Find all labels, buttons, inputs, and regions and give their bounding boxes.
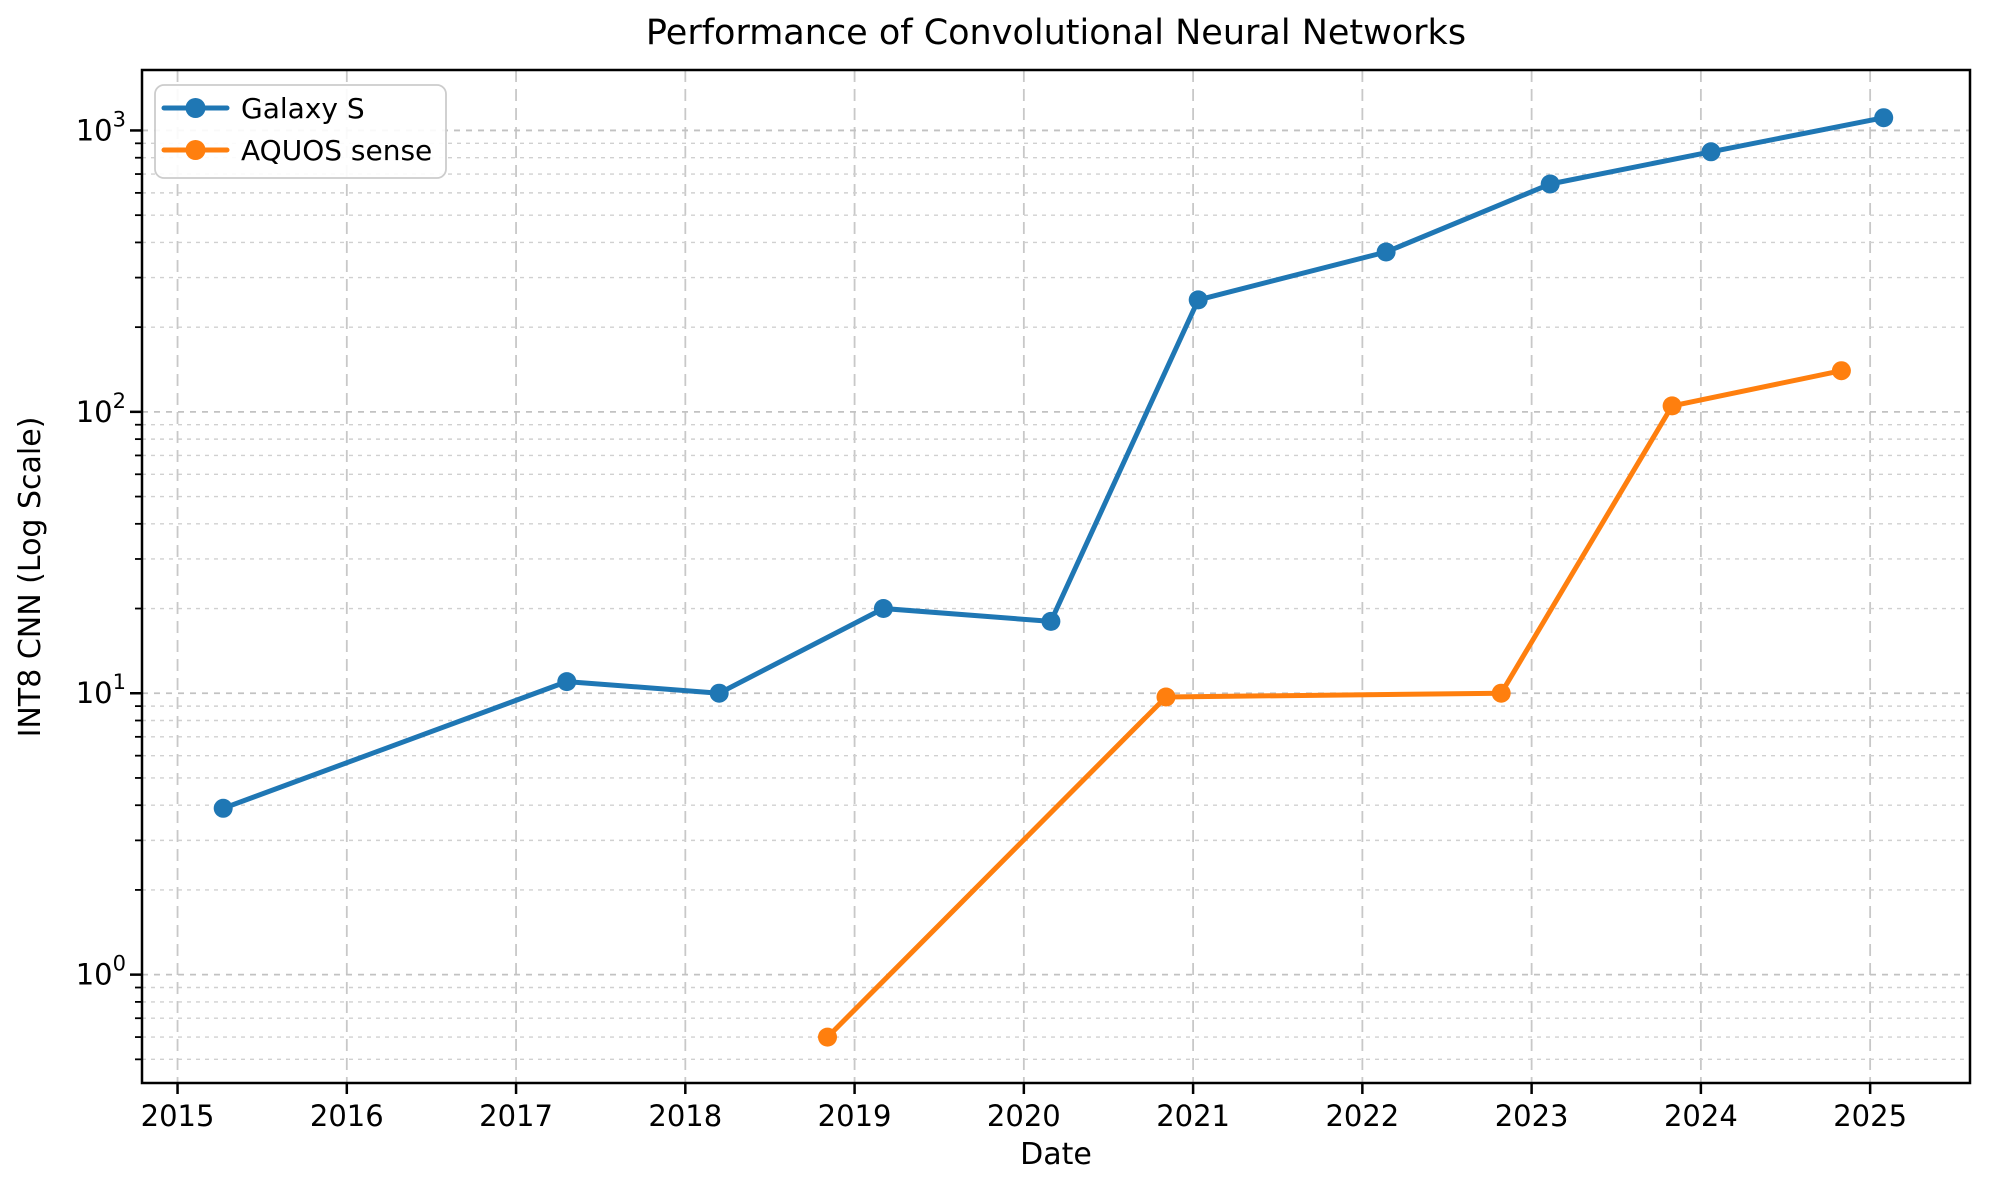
x-axis-label: Date	[1020, 1137, 1092, 1172]
data-point	[1376, 242, 1396, 262]
data-point	[1188, 290, 1208, 310]
series-line-galaxy-s	[220, 115, 1887, 811]
legend-sample-marker	[185, 140, 206, 160]
chart-title: Performance of Convolutional Neural Netw…	[646, 13, 1466, 53]
x-tick-label: 2017	[479, 1099, 553, 1133]
legend-label-galaxy-s: Galaxy S	[241, 92, 365, 125]
y-tick-label: 100	[76, 952, 126, 992]
y-axis-label: INT8 CNN (Log Scale)	[13, 417, 48, 738]
data-point	[1156, 687, 1176, 707]
legend-label-aquos-sense: AQUOS sense	[241, 134, 432, 167]
data-point	[1831, 361, 1851, 381]
data-point	[1701, 142, 1721, 162]
data-point	[557, 672, 577, 692]
grid-layer	[142, 70, 1970, 1083]
data-point	[1540, 174, 1560, 194]
x-tick-label: 2023	[1495, 1099, 1569, 1133]
data-point	[873, 599, 893, 618]
legend-sample-marker	[185, 98, 206, 118]
data-point	[709, 683, 729, 703]
data-point	[1662, 396, 1682, 416]
x-tick-label: 2016	[310, 1099, 384, 1133]
data-point	[818, 1027, 837, 1047]
x-tick-label: 2025	[1833, 1099, 1907, 1133]
x-tick-label: 2020	[987, 1099, 1061, 1133]
data-point	[213, 798, 233, 818]
data-point	[1491, 683, 1511, 703]
y-tick-label: 103	[76, 107, 126, 147]
x-tick-label: 2019	[818, 1099, 892, 1133]
x-tick-label: 2024	[1664, 1099, 1738, 1133]
data-point	[1874, 108, 1894, 128]
series-layer	[213, 108, 1894, 1047]
series-line-aquos-sense	[825, 368, 1844, 1040]
plot-frame	[140, 68, 1972, 1085]
data-point	[1041, 611, 1061, 631]
y-tick-label: 101	[76, 670, 126, 710]
x-tick-label: 2015	[141, 1099, 215, 1133]
y-tick-label: 102	[76, 389, 126, 429]
axes-layer: 2015 2016 2017 2018 2019 2020 2021 2022 2023 2024…	[76, 68, 1972, 1133]
x-tick-label: 2021	[1156, 1099, 1230, 1133]
legend: Galaxy S AQUOS sense	[154, 84, 447, 179]
x-tick-label: 2018	[648, 1099, 722, 1133]
x-tick-label: 2022	[1325, 1099, 1399, 1133]
